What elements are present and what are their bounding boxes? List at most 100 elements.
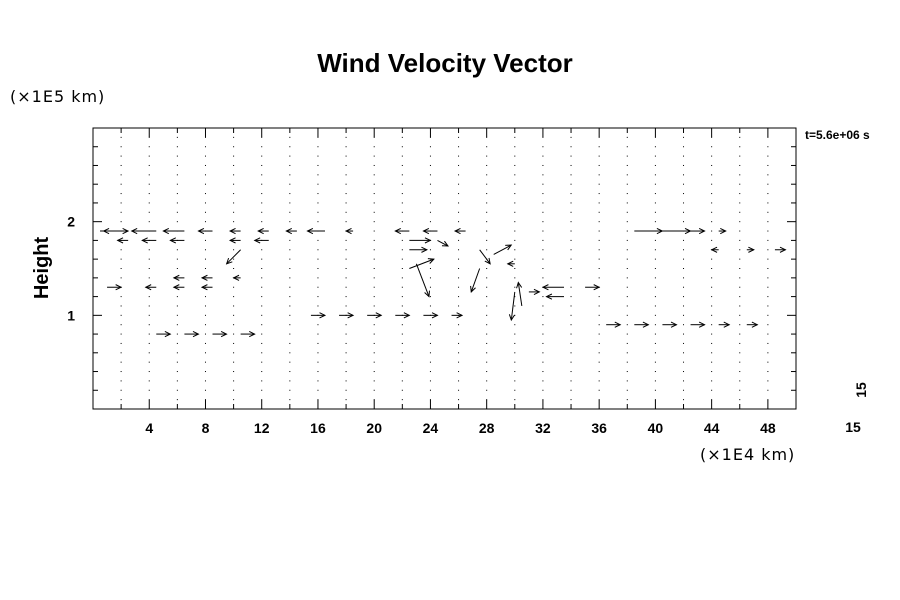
grid-dot bbox=[401, 155, 403, 157]
grid-dot bbox=[345, 342, 347, 344]
grid-dot bbox=[289, 305, 291, 307]
vector-head bbox=[115, 284, 123, 291]
vector-head bbox=[172, 284, 180, 291]
grid-dot bbox=[570, 211, 572, 213]
grid-dot bbox=[345, 296, 347, 298]
grid-dot bbox=[486, 286, 488, 288]
grid-dot bbox=[289, 371, 291, 373]
grid-dot bbox=[626, 239, 628, 241]
grid-dot bbox=[345, 249, 347, 251]
grid-dot bbox=[767, 286, 769, 288]
vector-head bbox=[403, 312, 411, 319]
grid-dot bbox=[626, 155, 628, 157]
vector-head bbox=[257, 227, 264, 235]
grid-dot bbox=[683, 314, 685, 316]
grid-dot bbox=[458, 268, 460, 269]
grid-dot bbox=[204, 342, 206, 344]
grid-dot bbox=[542, 268, 544, 269]
grid-dot bbox=[261, 342, 263, 344]
vector-head bbox=[225, 257, 233, 265]
grid-dot bbox=[204, 155, 206, 157]
vector-head bbox=[220, 331, 228, 338]
grid-dot bbox=[120, 193, 122, 195]
grid-dot bbox=[261, 174, 263, 176]
grid-dot bbox=[289, 136, 291, 138]
grid-dot bbox=[289, 193, 291, 195]
grid-dot bbox=[598, 268, 600, 269]
grid-dot bbox=[176, 221, 178, 223]
grid-dot bbox=[626, 268, 628, 269]
grid-dot bbox=[767, 230, 769, 232]
grid-dot bbox=[429, 146, 431, 148]
grid-dot bbox=[654, 183, 656, 185]
grid-dot bbox=[148, 202, 150, 204]
grid-dot bbox=[458, 193, 460, 195]
grid-dot bbox=[204, 221, 206, 223]
grid-dot bbox=[514, 361, 516, 363]
vector-head bbox=[614, 321, 622, 328]
grid-dot bbox=[289, 399, 291, 401]
grid-dot bbox=[598, 352, 600, 354]
grid-dot bbox=[120, 342, 122, 344]
grid-dot bbox=[373, 193, 375, 195]
grid-dot bbox=[458, 239, 460, 241]
grid-dot bbox=[345, 371, 347, 373]
grid-dot bbox=[148, 342, 150, 344]
grid-dot bbox=[148, 361, 150, 363]
grid-dot bbox=[767, 399, 769, 401]
grid-dot bbox=[767, 239, 769, 241]
grid-dot bbox=[176, 249, 178, 251]
vector-head bbox=[710, 246, 718, 253]
grid-dot bbox=[233, 305, 235, 307]
grid-dot bbox=[401, 193, 403, 195]
grid-dot bbox=[486, 333, 488, 335]
grid-dot bbox=[345, 155, 347, 157]
grid-dot bbox=[739, 333, 741, 335]
grid-dot bbox=[204, 296, 206, 298]
grid-dot bbox=[429, 155, 431, 157]
grid-dot bbox=[514, 193, 516, 195]
grid-dot bbox=[401, 277, 403, 279]
grid-dot bbox=[683, 193, 685, 195]
grid-dot bbox=[204, 361, 206, 363]
grid-dot bbox=[176, 183, 178, 185]
grid-dot bbox=[458, 352, 460, 354]
grid-dot bbox=[401, 202, 403, 204]
vector-head bbox=[421, 246, 428, 253]
grid-dot bbox=[486, 230, 488, 232]
grid-dot bbox=[654, 136, 656, 138]
vector-head bbox=[319, 312, 327, 319]
grid-dot bbox=[373, 202, 375, 204]
y-tick-label: 1 bbox=[67, 307, 75, 323]
grid-dot bbox=[626, 380, 628, 382]
vector-head bbox=[144, 284, 152, 291]
grid-dot bbox=[401, 361, 403, 363]
grid-dot bbox=[176, 174, 178, 176]
grid-dot bbox=[373, 296, 375, 298]
grid-dot bbox=[401, 342, 403, 344]
grid-dot bbox=[120, 146, 122, 148]
grid-dot bbox=[711, 174, 713, 176]
grid-dot bbox=[429, 389, 431, 391]
grid-dot bbox=[176, 361, 178, 363]
grid-dot bbox=[542, 314, 544, 316]
grid-dot bbox=[542, 155, 544, 157]
vector-head bbox=[172, 274, 180, 281]
grid-dot bbox=[289, 342, 291, 344]
grid-dot bbox=[373, 352, 375, 354]
grid-dot bbox=[289, 211, 291, 213]
grid-dot bbox=[711, 202, 713, 204]
grid-dot bbox=[261, 268, 263, 269]
grid-dot bbox=[626, 296, 628, 298]
vector-head bbox=[375, 312, 383, 319]
grid-dot bbox=[514, 296, 516, 298]
grid-dot bbox=[514, 268, 516, 269]
grid-dot bbox=[654, 399, 656, 401]
grid-dot bbox=[176, 342, 178, 344]
vector-head bbox=[748, 246, 755, 253]
grid-dot bbox=[767, 371, 769, 373]
grid-dot bbox=[598, 164, 600, 166]
grid-dot bbox=[120, 268, 122, 269]
x-tick-label: 28 bbox=[479, 420, 495, 436]
